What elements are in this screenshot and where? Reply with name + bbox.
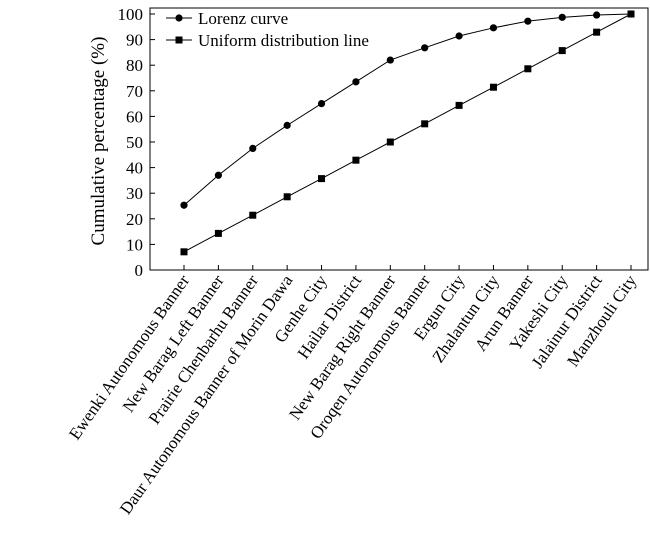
series-2 — [180, 10, 635, 256]
axes — [149, 7, 649, 271]
legend-marker — [175, 36, 183, 44]
y-tick-label: 90 — [126, 31, 143, 50]
y-tick-label: 80 — [126, 56, 143, 75]
series-line — [183, 13, 632, 206]
y-tick-label: 0 — [135, 261, 144, 280]
data-point — [249, 211, 257, 219]
data-point — [558, 47, 566, 55]
data-point — [421, 44, 429, 52]
data-point — [489, 24, 498, 32]
legend-entry: Lorenz curve — [166, 9, 288, 28]
data-point — [421, 120, 429, 128]
data-point — [180, 201, 188, 209]
y-axis-ticks: 0 10 20 30 40 50 60 70 80 90 100 — [118, 5, 155, 280]
data-point — [489, 83, 497, 91]
y-tick-label: 50 — [126, 133, 143, 152]
data-point — [352, 156, 360, 164]
data-point — [283, 193, 291, 201]
legend-entry: Uniform distribution line — [166, 31, 369, 50]
y-tick-label: 70 — [126, 82, 143, 101]
series-1 — [180, 10, 635, 209]
data-point — [318, 175, 326, 183]
series-group — [180, 10, 635, 256]
data-point — [386, 56, 394, 64]
data-point — [558, 13, 566, 21]
data-point — [352, 78, 360, 86]
y-tick-label: 100 — [118, 5, 144, 24]
plot-frame — [149, 7, 649, 271]
data-point — [249, 144, 257, 152]
data-point — [593, 28, 601, 36]
data-point — [524, 65, 532, 73]
legend-label: Uniform distribution line — [198, 31, 369, 50]
data-point — [317, 100, 326, 108]
data-point — [214, 229, 222, 237]
data-point — [627, 10, 635, 18]
data-point — [455, 32, 463, 40]
data-point — [524, 17, 532, 25]
data-point — [283, 121, 291, 129]
y-axis-label: Cumulative percentage (%) — [88, 37, 109, 246]
data-point — [214, 171, 222, 179]
y-tick-label: 60 — [126, 107, 143, 126]
series-line — [183, 13, 632, 253]
data-point — [455, 101, 463, 109]
y-tick-label: 20 — [126, 210, 143, 229]
data-point — [593, 11, 601, 19]
legend-marker — [175, 14, 183, 22]
y-tick-label: 40 — [126, 159, 143, 178]
data-point — [180, 248, 188, 256]
data-point — [386, 138, 394, 146]
legend: Lorenz curve Uniform distribution line — [166, 9, 369, 50]
y-tick-label: 10 — [126, 235, 143, 254]
y-tick-label: 30 — [126, 184, 143, 203]
legend-label: Lorenz curve — [198, 9, 288, 28]
